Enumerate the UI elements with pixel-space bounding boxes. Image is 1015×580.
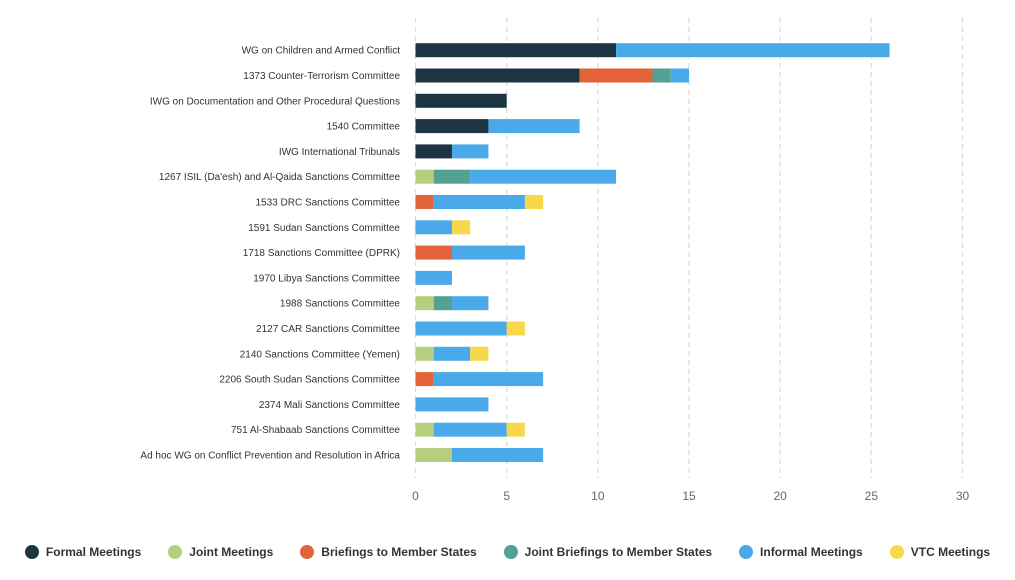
bar-segment-formal-meetings[interactable] [415, 144, 452, 159]
category-label: 1988 Sanctions Committee [280, 299, 401, 310]
x-axis-tick-labels: 0 5 10 15 20 25 30 [412, 489, 969, 503]
x-tick-label: 10 [591, 489, 605, 503]
bar-segment-informal-meetings[interactable] [451, 144, 489, 159]
legend-item[interactable]: Informal Meetings [739, 545, 863, 559]
category-label: 751 Al-Shabaab Sanctions Committee [231, 425, 400, 436]
chart-plot-area: WG on Children and Armed Conflict 1373 Co… [140, 18, 969, 503]
category-label: 2140 Sanctions Committee (Yemen) [240, 349, 400, 360]
bar-segment-informal-meetings[interactable] [415, 220, 452, 235]
bar-segment-informal-meetings[interactable] [470, 169, 617, 184]
bar-segment-joint-meetings[interactable] [415, 169, 434, 184]
legend-item[interactable]: Briefings to Member States [300, 545, 477, 559]
legend-label: Joint Meetings [189, 545, 274, 559]
legend-item[interactable]: Joint Meetings [168, 545, 273, 559]
category-label: IWG on Documentation and Other Procedura… [150, 96, 400, 107]
category-label: Ad hoc WG on Conflict Prevention and Res… [140, 451, 400, 462]
bar-segment-briefings-to-member-states[interactable] [415, 195, 434, 209]
bar-segment-joint-briefings-to-member-states[interactable] [433, 296, 452, 311]
category-label: 1267 ISIL (Da'esh) and Al-Qaida Sanction… [159, 172, 401, 183]
bar-segment-joint-meetings[interactable] [415, 296, 434, 311]
bar-segment-briefings-to-member-states[interactable] [579, 68, 653, 83]
legend-label: Informal Meetings [760, 545, 863, 559]
category-label: 2374 Mali Sanctions Committee [259, 400, 401, 411]
bar-segment-vtc-meetings[interactable] [451, 220, 471, 235]
bar-segment-informal-meetings[interactable] [616, 43, 890, 58]
bar-segment-informal-meetings[interactable] [415, 321, 507, 336]
bar-segment-formal-meetings[interactable] [415, 68, 580, 83]
category-label: 2127 CAR Sanctions Committee [256, 324, 400, 335]
legend-swatch [889, 545, 904, 559]
bar-segment-vtc-meetings[interactable] [506, 422, 525, 437]
legend-item[interactable]: Joint Briefings to Member States [503, 545, 713, 559]
category-label: 1540 Committee [327, 122, 401, 133]
bar-segment-vtc-meetings[interactable] [506, 321, 525, 336]
bar-segment-informal-meetings[interactable] [670, 68, 689, 83]
legend-swatch [503, 545, 518, 559]
x-tick-label: 25 [865, 489, 879, 503]
x-tick-label: 5 [503, 489, 510, 503]
legend-item[interactable]: VTC Meetings [889, 545, 991, 559]
bar-segment-briefings-to-member-states[interactable] [415, 372, 434, 387]
bar-segment-informal-meetings[interactable] [433, 372, 544, 387]
category-label: 1533 DRC Sanctions Committee [255, 198, 400, 209]
legend-label: Joint Briefings to Member States [524, 545, 713, 559]
x-tick-label: 30 [956, 489, 970, 503]
category-label: 1970 Libya Sanctions Committee [253, 273, 400, 284]
bar-segment-informal-meetings[interactable] [451, 296, 489, 311]
legend: Formal Meetings Joint Meetings Briefings t… [0, 540, 1015, 564]
category-label: 1718 Sanctions Committee (DPRK) [243, 248, 400, 259]
x-tick-label: 15 [682, 489, 696, 503]
bar-segment-joint-briefings-to-member-states[interactable] [433, 169, 471, 184]
legend-label: Briefings to Member States [321, 545, 477, 559]
category-label: IWG International Tribunals [279, 147, 400, 158]
bar-segment-informal-meetings[interactable] [488, 119, 580, 134]
legend-swatch [168, 545, 183, 559]
bar-segment-vtc-meetings[interactable] [470, 346, 489, 361]
legend-swatch [300, 545, 315, 559]
legend-swatch [739, 545, 754, 559]
category-label: 1591 Sudan Sanctions Committee [248, 223, 400, 234]
category-labels: WG on Children and Armed Conflict 1373 Co… [140, 46, 400, 462]
bar-segment-informal-meetings[interactable] [415, 397, 489, 412]
bar-segment-informal-meetings[interactable] [451, 448, 544, 462]
bar-segment-joint-meetings[interactable] [415, 448, 452, 462]
bars-layer [415, 43, 890, 462]
bar-segment-informal-meetings[interactable] [415, 270, 452, 285]
bar-segment-vtc-meetings[interactable] [524, 195, 544, 209]
legend-label: VTC Meetings [910, 545, 991, 559]
bar-segment-informal-meetings[interactable] [433, 422, 507, 437]
legend-swatch [24, 545, 39, 559]
bar-segment-joint-meetings[interactable] [415, 422, 434, 437]
bar-segment-informal-meetings[interactable] [433, 346, 471, 361]
category-label: 1373 Counter-Terrorism Committee [243, 71, 400, 82]
x-tick-label: 0 [412, 489, 419, 503]
legend-label: Formal Meetings [45, 545, 142, 559]
x-tick-label: 20 [773, 489, 787, 503]
bar-segment-formal-meetings[interactable] [415, 43, 617, 58]
bar-segment-informal-meetings[interactable] [451, 245, 525, 260]
bar-segment-informal-meetings[interactable] [433, 195, 525, 209]
bar-segment-formal-meetings[interactable] [415, 119, 489, 134]
legend-item[interactable]: Formal Meetings [24, 545, 142, 559]
bar-segment-joint-meetings[interactable] [415, 346, 434, 361]
bar-segment-formal-meetings[interactable] [415, 93, 507, 108]
category-label: WG on Children and Armed Conflict [242, 46, 401, 57]
bar-segment-joint-briefings-to-member-states[interactable] [652, 68, 671, 83]
category-label: 2206 South Sudan Sanctions Committee [219, 375, 400, 386]
bar-segment-briefings-to-member-states[interactable] [415, 245, 452, 260]
